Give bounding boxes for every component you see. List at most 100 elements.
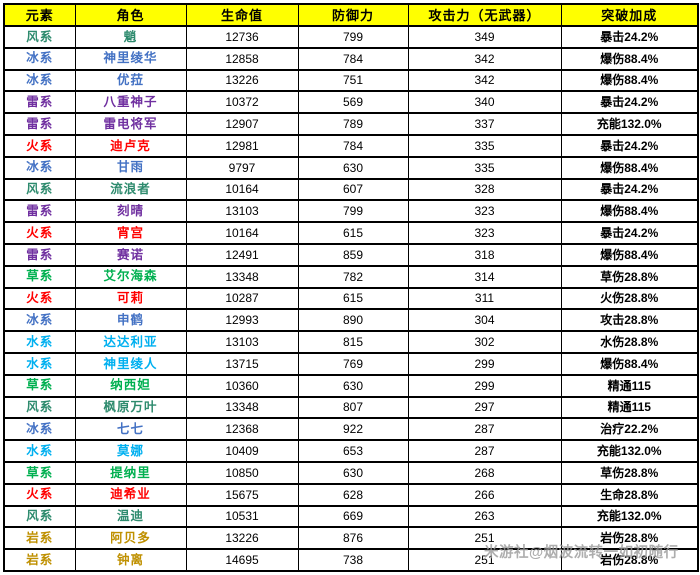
hp-cell: 9797 bbox=[185, 155, 299, 180]
element-cell: 火系 bbox=[3, 286, 76, 311]
def-cell: 630 bbox=[297, 373, 409, 398]
def-cell: 769 bbox=[297, 351, 409, 376]
bonus-cell: 草伤28.8% bbox=[560, 460, 699, 485]
atk-cell: 328 bbox=[407, 177, 562, 202]
hp-cell: 12858 bbox=[185, 46, 299, 71]
bonus-cell: 精通115 bbox=[560, 395, 699, 420]
element-cell: 风系 bbox=[3, 504, 76, 529]
character-name-cell: 纳西妲 bbox=[74, 373, 187, 398]
bonus-cell: 暴击24.2% bbox=[560, 177, 699, 202]
element-cell: 火系 bbox=[3, 221, 76, 245]
character-name-cell: 温迪 bbox=[74, 504, 187, 529]
table-row: 草系 提纳里 10850 630 268 草伤28.8% bbox=[3, 460, 699, 485]
bonus-cell: 精通115 bbox=[560, 373, 699, 398]
element-cell: 冰系 bbox=[3, 308, 76, 333]
element-cell: 冰系 bbox=[3, 417, 76, 442]
hp-cell: 13715 bbox=[185, 351, 299, 376]
character-name-cell: 刻晴 bbox=[74, 199, 187, 224]
atk-cell: 335 bbox=[407, 155, 562, 180]
table-row: 火系 迪卢克 12981 784 335 暴击24.2% bbox=[3, 133, 699, 158]
atk-cell: 299 bbox=[407, 351, 562, 376]
atk-cell: 302 bbox=[407, 330, 562, 354]
def-cell: 751 bbox=[297, 68, 409, 93]
atk-cell: 342 bbox=[407, 68, 562, 93]
table-row: 风系 枫原万叶 13348 807 297 精通115 bbox=[3, 395, 699, 420]
character-name-cell: 甘雨 bbox=[74, 155, 187, 180]
character-name-cell: 申鹤 bbox=[74, 308, 187, 333]
atk-cell: 337 bbox=[407, 112, 562, 136]
character-name-cell: 莫娜 bbox=[74, 439, 187, 463]
hp-cell: 13226 bbox=[185, 68, 299, 93]
element-cell: 冰系 bbox=[3, 68, 76, 93]
element-cell: 雷系 bbox=[3, 242, 76, 267]
def-cell: 669 bbox=[297, 504, 409, 529]
bonus-cell: 爆伤88.4% bbox=[560, 351, 699, 376]
bonus-cell: 火伤28.8% bbox=[560, 286, 699, 311]
table-row: 水系 神里绫人 13715 769 299 爆伤88.4% bbox=[3, 351, 699, 376]
hp-cell: 12368 bbox=[185, 417, 299, 442]
element-cell: 风系 bbox=[3, 395, 76, 420]
table-row: 冰系 优菈 13226 751 342 爆伤88.4% bbox=[3, 68, 699, 93]
hp-cell: 10531 bbox=[185, 504, 299, 529]
bonus-cell: 充能132.0% bbox=[560, 504, 699, 529]
element-cell: 草系 bbox=[3, 373, 76, 398]
character-name-cell: 钟离 bbox=[74, 548, 187, 572]
bonus-cell: 岩伤28.8% bbox=[560, 526, 699, 551]
bonus-cell: 暴击24.2% bbox=[560, 133, 699, 158]
hp-cell: 13348 bbox=[185, 395, 299, 420]
bonus-cell: 爆伤88.4% bbox=[560, 199, 699, 224]
atk-cell: 340 bbox=[407, 90, 562, 115]
character-name-cell: 神里绫人 bbox=[74, 351, 187, 376]
character-name-cell: 流浪者 bbox=[74, 177, 187, 202]
atk-cell: 251 bbox=[407, 548, 562, 572]
header-row: 元素 角色 生命值 防御力 攻击力（无武器） 突破加成 bbox=[3, 3, 699, 27]
bonus-cell: 充能132.0% bbox=[560, 112, 699, 136]
bonus-cell: 水伤28.8% bbox=[560, 330, 699, 354]
element-cell: 雷系 bbox=[3, 199, 76, 224]
atk-cell: 299 bbox=[407, 373, 562, 398]
character-name-cell: 达达利亚 bbox=[74, 330, 187, 354]
atk-cell: 263 bbox=[407, 504, 562, 529]
table-row: 风系 温迪 10531 669 263 充能132.0% bbox=[3, 504, 699, 529]
element-cell: 冰系 bbox=[3, 46, 76, 71]
element-cell: 冰系 bbox=[3, 155, 76, 180]
element-cell: 水系 bbox=[3, 330, 76, 354]
def-cell: 630 bbox=[297, 460, 409, 485]
element-cell: 水系 bbox=[3, 439, 76, 463]
hp-cell: 10360 bbox=[185, 373, 299, 398]
character-name-cell: 枫原万叶 bbox=[74, 395, 187, 420]
table-row: 雷系 八重神子 10372 569 340 暴击24.2% bbox=[3, 90, 699, 115]
hp-cell: 13226 bbox=[185, 526, 299, 551]
hp-cell: 10850 bbox=[185, 460, 299, 485]
table-row: 草系 纳西妲 10360 630 299 精通115 bbox=[3, 373, 699, 398]
header-hp: 生命值 bbox=[185, 3, 299, 27]
atk-cell: 304 bbox=[407, 308, 562, 333]
def-cell: 789 bbox=[297, 112, 409, 136]
hp-cell: 10409 bbox=[185, 439, 299, 463]
bonus-cell: 爆伤88.4% bbox=[560, 46, 699, 71]
table-body: 风系 魈 12736 799 349 暴击24.2% 冰系 神里绫华 12858… bbox=[3, 25, 699, 572]
def-cell: 630 bbox=[297, 155, 409, 180]
atk-cell: 335 bbox=[407, 133, 562, 158]
table-row: 岩系 阿贝多 13226 876 251 岩伤28.8% bbox=[3, 526, 699, 551]
hp-cell: 14695 bbox=[185, 548, 299, 572]
table-row: 雷系 赛诺 12491 859 318 爆伤88.4% bbox=[3, 242, 699, 267]
atk-cell: 349 bbox=[407, 25, 562, 49]
atk-cell: 342 bbox=[407, 46, 562, 71]
def-cell: 799 bbox=[297, 25, 409, 49]
table-row: 雷系 刻晴 13103 799 323 爆伤88.4% bbox=[3, 199, 699, 224]
character-name-cell: 迪希业 bbox=[74, 482, 187, 507]
def-cell: 569 bbox=[297, 90, 409, 115]
element-cell: 水系 bbox=[3, 351, 76, 376]
header-def: 防御力 bbox=[297, 3, 409, 27]
character-stats-table: 元素 角色 生命值 防御力 攻击力（无武器） 突破加成 风系 魈 12736 7… bbox=[3, 3, 699, 572]
character-name-cell: 可莉 bbox=[74, 286, 187, 311]
def-cell: 807 bbox=[297, 395, 409, 420]
table-row: 火系 迪希业 15675 628 266 生命28.8% bbox=[3, 482, 699, 507]
bonus-cell: 岩伤28.8% bbox=[560, 548, 699, 572]
table-row: 冰系 甘雨 9797 630 335 爆伤88.4% bbox=[3, 155, 699, 180]
bonus-cell: 暴击24.2% bbox=[560, 221, 699, 245]
table-row: 水系 达达利亚 13103 815 302 水伤28.8% bbox=[3, 330, 699, 354]
hp-cell: 12736 bbox=[185, 25, 299, 49]
def-cell: 628 bbox=[297, 482, 409, 507]
